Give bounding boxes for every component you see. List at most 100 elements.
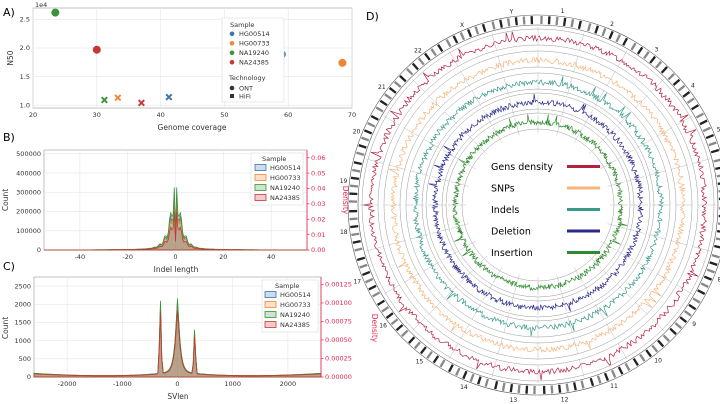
ideogram-band bbox=[399, 75, 407, 83]
chromosome-label: 4 bbox=[691, 82, 695, 89]
data-point-hifi bbox=[137, 99, 145, 107]
segment-divider bbox=[492, 126, 503, 143]
segment-divider bbox=[636, 138, 653, 149]
ideogram-band bbox=[672, 78, 681, 86]
ideogram-band bbox=[709, 261, 718, 267]
ideogram-band bbox=[562, 17, 567, 27]
ideogram-band bbox=[686, 97, 695, 104]
ideogram-band bbox=[494, 381, 499, 390]
segment-divider bbox=[648, 234, 666, 240]
y-tick-label: 200000 bbox=[16, 208, 41, 216]
legend-label-hifi: HiFi bbox=[239, 93, 251, 101]
segment-divider bbox=[626, 228, 645, 234]
segment-divider bbox=[626, 176, 645, 182]
ideogram-band bbox=[682, 91, 691, 98]
ideogram-band bbox=[379, 99, 388, 107]
ideogram-band bbox=[469, 373, 475, 383]
segment-divider bbox=[573, 267, 584, 284]
segment-divider bbox=[442, 250, 459, 261]
ideogram-band bbox=[530, 16, 534, 25]
ideogram-band bbox=[476, 376, 482, 385]
ideogram-band bbox=[639, 353, 646, 362]
ideogram-band bbox=[359, 263, 368, 269]
x-tick-label: 20 bbox=[29, 111, 37, 119]
segment-divider bbox=[670, 164, 688, 170]
ideogram-band bbox=[462, 370, 468, 380]
legend-label-hg00733: HG00733 bbox=[239, 40, 270, 48]
legend-label-na19240: NA19240 bbox=[270, 184, 300, 192]
segment-divider bbox=[561, 98, 567, 117]
segment-divider bbox=[594, 303, 605, 320]
chromosome-label: 9 bbox=[692, 321, 696, 328]
y-tick-label: 1500 bbox=[14, 319, 31, 327]
segment-divider bbox=[471, 303, 482, 320]
ideogram-band bbox=[589, 377, 595, 387]
ideogram-band bbox=[481, 23, 487, 33]
segment-divider bbox=[602, 127, 616, 141]
legend-label-hg00733: HG00733 bbox=[280, 301, 311, 309]
x-tick-label: 20 bbox=[219, 253, 227, 261]
ideogram-band bbox=[660, 66, 668, 74]
legend-label-na24385: NA24385 bbox=[270, 194, 300, 202]
y-tick-label: 2.5 bbox=[20, 16, 30, 24]
legend-box-c bbox=[261, 279, 319, 333]
segment-divider bbox=[431, 176, 450, 182]
segment-divider bbox=[444, 111, 458, 125]
ideogram-band bbox=[368, 284, 377, 291]
right-tick-label: 0.00050 bbox=[325, 336, 352, 344]
ideogram-band bbox=[703, 275, 713, 281]
segment-divider bbox=[482, 284, 493, 301]
ideogram-band bbox=[610, 369, 617, 378]
ideogram-band bbox=[596, 375, 602, 384]
segment-divider bbox=[556, 274, 562, 292]
data-point-hifi bbox=[114, 94, 122, 102]
chromosome-label: 15 bbox=[416, 359, 424, 366]
ideogram-band bbox=[594, 25, 600, 34]
y-tick-label: 2000 bbox=[14, 300, 31, 308]
segment-divider bbox=[670, 240, 688, 246]
x-axis-label-c: SVlen bbox=[167, 392, 189, 401]
segment-divider bbox=[491, 359, 497, 377]
ideogram-band bbox=[349, 200, 358, 203]
legend-label-na24385: NA24385 bbox=[280, 321, 310, 329]
segment-divider bbox=[692, 158, 710, 164]
segment-divider bbox=[573, 126, 584, 143]
x-tick-label: -1000 bbox=[113, 380, 132, 388]
ideogram-band bbox=[608, 30, 614, 40]
ideogram-band bbox=[349, 192, 358, 196]
ideogram-band bbox=[714, 244, 720, 249]
ideogram-band bbox=[580, 380, 585, 389]
x-tick-label: 0 bbox=[175, 380, 179, 388]
segment-divider bbox=[600, 240, 617, 251]
scatter-chart: 20 30 40 50 60 70 1.0 1.5 2.0 2.5 1e4 Genome cov… bbox=[6, 1, 356, 132]
ideogram-band bbox=[649, 55, 657, 64]
ideogram-band bbox=[533, 385, 536, 394]
ideogram-band bbox=[447, 364, 454, 373]
segment-divider bbox=[556, 118, 562, 136]
chromosome-label: 14 bbox=[460, 384, 468, 391]
chromosome-label: 12 bbox=[561, 397, 569, 404]
y-tick-label: 400000 bbox=[16, 169, 41, 177]
segment-divider bbox=[423, 261, 440, 272]
ideogram-band bbox=[558, 384, 562, 393]
right-tick-label: 0.01 bbox=[311, 231, 325, 239]
segment-divider bbox=[617, 149, 634, 160]
right-tick-label: 0.04 bbox=[311, 185, 325, 193]
ideogram-band bbox=[662, 334, 670, 342]
ideogram-band bbox=[365, 277, 374, 284]
ideogram-band bbox=[459, 32, 466, 41]
segment-divider bbox=[451, 223, 469, 229]
x-tick-label: -2000 bbox=[58, 380, 77, 388]
ideogram-band bbox=[352, 168, 361, 173]
ideogram-band bbox=[525, 385, 529, 394]
x-tick-label: 60 bbox=[284, 111, 292, 119]
x-tick-label: 40 bbox=[156, 111, 164, 119]
ideogram-band bbox=[717, 222, 720, 225]
ideogram-band bbox=[375, 106, 384, 113]
segment-divider bbox=[514, 274, 520, 292]
ideogram-band bbox=[388, 86, 397, 94]
legend-label-na19240: NA19240 bbox=[239, 49, 269, 57]
segment-divider bbox=[448, 50, 459, 67]
segment-divider bbox=[403, 127, 420, 137]
ideogram-band bbox=[667, 73, 675, 81]
